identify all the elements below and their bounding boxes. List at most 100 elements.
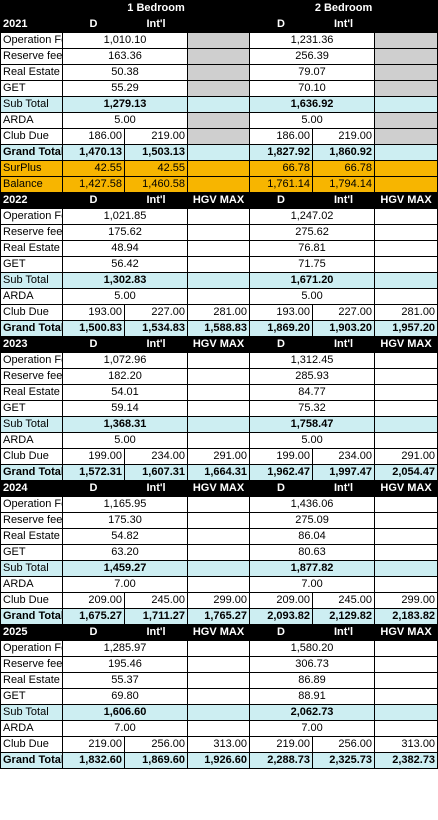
cell-2-bedroom: 256.39 xyxy=(249,48,376,65)
reserve-fee-row: Reserve fee 195.46 306.73 xyxy=(0,656,438,673)
row-label: Balance xyxy=(0,176,63,193)
cell-1-bedroom-intl: 1,503.13 xyxy=(124,144,188,161)
header-2-bedroom: 2 Bedroom xyxy=(249,0,438,17)
blank-cell xyxy=(186,64,251,81)
cell-1-bedroom: 5.00 xyxy=(62,432,188,449)
col-header-d: D xyxy=(62,16,125,33)
blank-cell xyxy=(374,400,438,417)
blank-cell xyxy=(186,368,251,385)
cell-2-bedroom: 1,247.02 xyxy=(249,208,376,225)
cell-2-bedroom: 7.00 xyxy=(249,576,376,593)
blank-cell xyxy=(186,432,251,449)
cell-1-bedroom-d: 1,427.58 xyxy=(62,176,125,193)
blank-cell xyxy=(374,240,438,257)
year-label: 2024 xyxy=(0,480,63,497)
cell-1-bedroom: 5.00 xyxy=(62,288,188,305)
row-label: Reserve fee xyxy=(0,224,63,241)
cell-2-bedroom: 1,877.82 xyxy=(249,560,376,577)
blank-cell xyxy=(186,176,251,193)
cell-1-bedroom-d: 1,675.27 xyxy=(62,608,125,625)
cell-2-bedroom-intl: 256.00 xyxy=(312,736,376,753)
col-header-hgv-max: HGV MAX xyxy=(374,192,438,209)
col-header-d: D xyxy=(249,624,314,641)
row-label: Reserve fee xyxy=(0,656,63,673)
sub-total-row: Sub Total 1,368.31 1,758.47 xyxy=(0,416,438,433)
cell-2-bedroom-d: 209.00 xyxy=(249,592,314,609)
cell-2-bedroom: 5.00 xyxy=(249,288,376,305)
cell-2-bedroom-d: 199.00 xyxy=(249,448,314,465)
col-header-hgv-max: HGV MAX xyxy=(186,336,251,353)
cell-2-bedroom-intl: 2,129.82 xyxy=(312,608,376,625)
col-header-d: D xyxy=(249,336,314,353)
blank-cell xyxy=(374,576,438,593)
cell-2-bedroom-d: 1,761.14 xyxy=(249,176,314,193)
cell-2-bedroom-hgv-max: 2,054.47 xyxy=(374,464,438,481)
cell-1-bedroom: 7.00 xyxy=(62,720,188,737)
cell-1-bedroom: 1,010.10 xyxy=(62,32,188,49)
cell-1-bedroom-d: 1,832.60 xyxy=(62,752,125,769)
blank-cell xyxy=(186,224,251,241)
grand-total-row: Grand Total 1,500.83 1,534.83 1,588.83 1… xyxy=(0,320,438,337)
cell-1-bedroom: 1,302.83 xyxy=(62,272,188,289)
cell-2-bedroom-d: 193.00 xyxy=(249,304,314,321)
col-header-d: D xyxy=(249,16,314,33)
real-estate-row: Real Estate 54.01 84.77 xyxy=(0,384,438,401)
cell-1-bedroom-intl: 234.00 xyxy=(124,448,188,465)
col-header-intl: Int'l xyxy=(124,192,188,209)
cell-2-bedroom: 5.00 xyxy=(249,432,376,449)
blank-cell xyxy=(374,416,438,433)
row-label: Club Due xyxy=(0,128,63,145)
header-1-bedroom: 1 Bedroom xyxy=(61,0,251,17)
real-estate-row: Real Estate 55.37 86.89 xyxy=(0,672,438,689)
cell-1-bedroom: 56.42 xyxy=(62,256,188,273)
cell-2-bedroom: 275.62 xyxy=(249,224,376,241)
row-label: SurPlus xyxy=(0,160,63,177)
cell-1-bedroom: 54.01 xyxy=(62,384,188,401)
bedroom-header-row: 1 Bedroom 2 Bedroom xyxy=(0,0,438,17)
cell-1-bedroom-intl: 1,460.58 xyxy=(124,176,188,193)
operation-fee-row: Operation Fee 1,072.96 1,312.45 xyxy=(0,352,438,369)
row-label: GET xyxy=(0,688,63,705)
col-header-hgv-max xyxy=(374,16,438,33)
row-label: Club Due xyxy=(0,592,63,609)
blank-cell xyxy=(186,48,251,65)
sub-total-row: Sub Total 1,606.60 2,062.73 xyxy=(0,704,438,721)
cell-2-bedroom-intl: 1,860.92 xyxy=(312,144,376,161)
blank-cell xyxy=(186,688,251,705)
year-label: 2022 xyxy=(0,192,63,209)
cell-1-bedroom-hgv-max: 1,588.83 xyxy=(186,320,251,337)
row-label: Club Due xyxy=(0,736,63,753)
blank-cell xyxy=(374,688,438,705)
row-label: Sub Total xyxy=(0,560,63,577)
real-estate-row: Real Estate 54.82 86.04 xyxy=(0,528,438,545)
blank-cell xyxy=(374,96,438,113)
cell-1-bedroom-hgv-max: 299.00 xyxy=(186,592,251,609)
club-due-row: Club Due 193.00 227.00 281.00 193.00 227… xyxy=(0,304,438,321)
get-row: GET 56.42 71.75 xyxy=(0,256,438,273)
cell-1-bedroom-d: 42.55 xyxy=(62,160,125,177)
cell-1-bedroom: 175.62 xyxy=(62,224,188,241)
blank-cell xyxy=(374,48,438,65)
cell-1-bedroom-d: 209.00 xyxy=(62,592,125,609)
cell-1-bedroom: 1,368.31 xyxy=(62,416,188,433)
operation-fee-row: Operation Fee 1,165.95 1,436.06 xyxy=(0,496,438,513)
cell-2-bedroom-d: 66.78 xyxy=(249,160,314,177)
reserve-fee-row: Reserve fee 175.30 275.09 xyxy=(0,512,438,529)
cell-2-bedroom: 1,436.06 xyxy=(249,496,376,513)
cell-1-bedroom-d: 186.00 xyxy=(62,128,125,145)
get-row: GET 55.29 70.10 xyxy=(0,80,438,97)
blank-cell xyxy=(374,544,438,561)
cell-2-bedroom-intl: 66.78 xyxy=(312,160,376,177)
cell-2-bedroom: 71.75 xyxy=(249,256,376,273)
row-label: Grand Total xyxy=(0,464,63,481)
blank-cell xyxy=(374,512,438,529)
blank-cell xyxy=(186,352,251,369)
row-label: Club Due xyxy=(0,448,63,465)
col-header-hgv-max: HGV MAX xyxy=(186,192,251,209)
col-header-intl: Int'l xyxy=(124,624,188,641)
cell-1-bedroom-hgv-max: 1,926.60 xyxy=(186,752,251,769)
row-label: Grand Total xyxy=(0,144,63,161)
cell-2-bedroom: 1,636.92 xyxy=(249,96,376,113)
cell-2-bedroom-hgv-max: 1,957.20 xyxy=(374,320,438,337)
cell-1-bedroom: 1,606.60 xyxy=(62,704,188,721)
